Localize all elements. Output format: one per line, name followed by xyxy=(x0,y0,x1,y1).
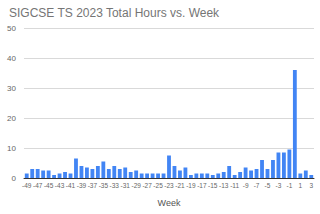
svg-text:1: 1 xyxy=(299,182,303,189)
svg-text:-37: -37 xyxy=(88,182,98,189)
svg-text:-31: -31 xyxy=(121,182,131,189)
svg-text:-7: -7 xyxy=(254,182,260,189)
svg-text:-1: -1 xyxy=(286,182,292,189)
svg-text:-13: -13 xyxy=(219,182,229,189)
svg-text:-43: -43 xyxy=(55,182,65,189)
svg-text:3: 3 xyxy=(309,182,313,189)
svg-text:-41: -41 xyxy=(66,182,76,189)
svg-text:-19: -19 xyxy=(186,182,196,189)
svg-text:-39: -39 xyxy=(77,182,87,189)
svg-text:0: 0 xyxy=(12,174,17,183)
svg-text:-25: -25 xyxy=(153,182,163,189)
svg-text:-3: -3 xyxy=(276,182,282,189)
svg-text:-23: -23 xyxy=(164,182,174,189)
svg-text:10: 10 xyxy=(7,144,16,153)
svg-text:-11: -11 xyxy=(230,182,239,189)
svg-text:20: 20 xyxy=(7,114,16,123)
svg-text:SIGCSE TS 2023 Total Hours vs.: SIGCSE TS 2023 Total Hours vs. Week xyxy=(9,6,220,20)
svg-text:-9: -9 xyxy=(243,182,249,189)
svg-text:-5: -5 xyxy=(265,182,271,189)
svg-text:-21: -21 xyxy=(175,182,185,189)
svg-text:50: 50 xyxy=(7,24,16,33)
svg-text:-47: -47 xyxy=(33,182,43,189)
svg-text:-27: -27 xyxy=(142,182,152,189)
svg-text:-33: -33 xyxy=(110,182,120,189)
svg-text:-45: -45 xyxy=(44,182,54,189)
svg-text:-29: -29 xyxy=(131,182,141,189)
svg-text:-35: -35 xyxy=(99,182,109,189)
svg-text:-17: -17 xyxy=(197,182,207,189)
svg-text:30: 30 xyxy=(7,84,16,93)
svg-text:-15: -15 xyxy=(208,182,218,189)
svg-text:40: 40 xyxy=(7,54,16,63)
svg-text:-49: -49 xyxy=(22,182,32,189)
svg-text:Week: Week xyxy=(158,198,181,208)
